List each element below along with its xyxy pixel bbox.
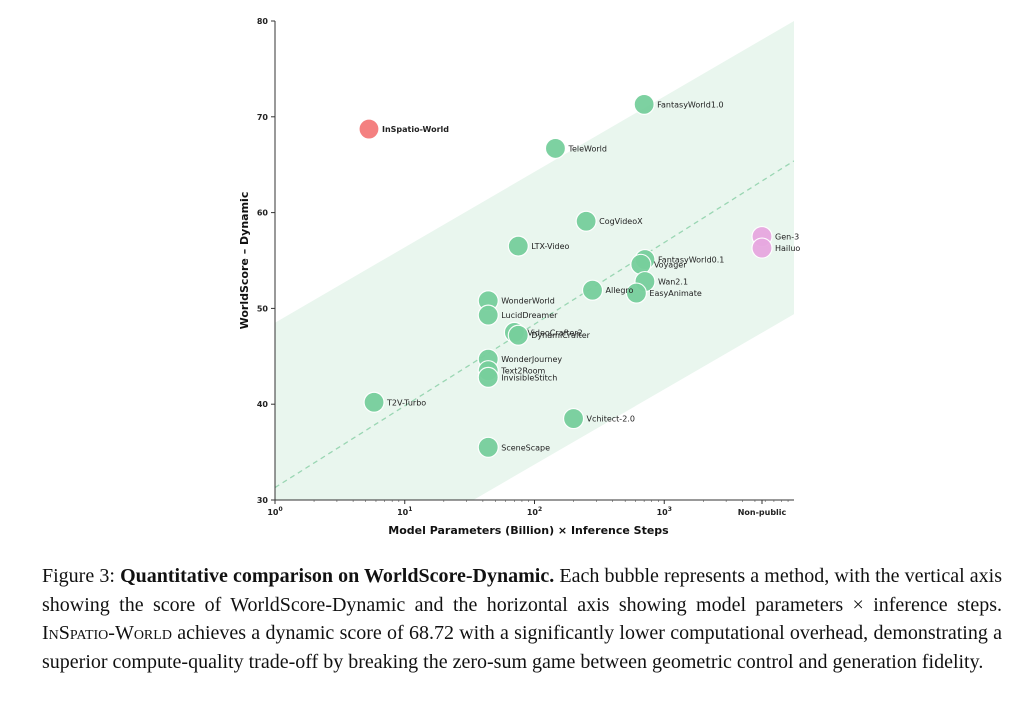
y-tick-label: 60 <box>257 209 269 218</box>
data-point <box>363 391 385 413</box>
caption-body-1: Each bubble represents a method, with th… <box>42 565 1003 616</box>
point-label: InSpatio-World <box>382 125 449 134</box>
caption-method-name: InSpatio-World <box>42 622 172 644</box>
y-tick-label: 70 <box>257 113 269 122</box>
y-tick-label: 30 <box>257 496 269 505</box>
y-tick-label: 50 <box>257 304 269 313</box>
x-tick-label: 103 <box>657 506 672 517</box>
point-label: WonderWorld <box>501 297 555 306</box>
point-label: Hailuo <box>775 244 800 253</box>
y-axis-label: WorldScore – Dynamic <box>238 192 251 330</box>
point-label: Gen-3 <box>775 233 799 242</box>
data-point <box>544 137 567 160</box>
point-label: SceneScape <box>501 443 550 452</box>
point-label: EasyAnimate <box>649 289 701 298</box>
point-label: Wan2.1 <box>658 278 688 287</box>
point-label: LTX-Video <box>531 242 569 251</box>
point-label: Allegro <box>606 286 634 295</box>
point-label: FantasyWorld0.1 <box>658 256 724 265</box>
point-label: T2V-Turbo <box>386 398 426 407</box>
point-label: Text2Room <box>500 367 545 376</box>
data-point <box>562 407 585 430</box>
point-label: VideoCrafter2 <box>527 328 582 337</box>
data-point <box>477 366 499 388</box>
point-label: Vchitect-2.0 <box>587 415 635 424</box>
data-point <box>751 237 773 259</box>
trend-line <box>275 160 794 489</box>
y-tick-label: 80 <box>257 17 269 26</box>
data-point <box>477 436 499 458</box>
caption-title: Quantitative comparison on WorldScore-Dy… <box>120 565 555 587</box>
confidence-band <box>275 21 794 500</box>
point-label: TeleWorld <box>567 144 607 153</box>
data-point <box>581 279 604 301</box>
point-label: Voyager <box>654 260 687 269</box>
caption-body-2: achieves a dynamic score of 68.72 with a… <box>42 622 1002 673</box>
scatter-chart: 30 40 50 60 70 80 100 101 102 103 Non-public Model … <box>238 17 800 537</box>
x-tick-label: 101 <box>397 506 412 517</box>
data-point <box>625 282 647 304</box>
point-label: WonderJourney <box>501 355 562 364</box>
caption-prefix: Figure 3: <box>42 565 121 587</box>
y-tick-label: 40 <box>257 400 269 409</box>
x-tick-label-nonpublic: Non-public <box>738 508 787 517</box>
x-axis-label: Model Parameters (Billion) × Inference S… <box>388 524 669 537</box>
data-point <box>575 210 597 232</box>
point-label: LucidDreamer <box>501 311 558 320</box>
data-point <box>633 93 655 115</box>
data-point <box>477 304 499 326</box>
point-label: InvisibleStitch <box>501 373 557 382</box>
x-tick-label: 100 <box>267 506 282 517</box>
data-point <box>507 324 529 346</box>
x-tick-label: 102 <box>527 506 542 517</box>
data-point <box>507 235 529 257</box>
data-point <box>630 253 652 275</box>
point-label: FantasyWorld1.0 <box>657 100 723 109</box>
figure-caption: Figure 3: Quantitative comparison on Wor… <box>42 562 1002 676</box>
point-label: DynamiCrafter <box>531 331 590 340</box>
data-point <box>358 118 380 140</box>
point-label: CogVideoX <box>599 217 643 226</box>
